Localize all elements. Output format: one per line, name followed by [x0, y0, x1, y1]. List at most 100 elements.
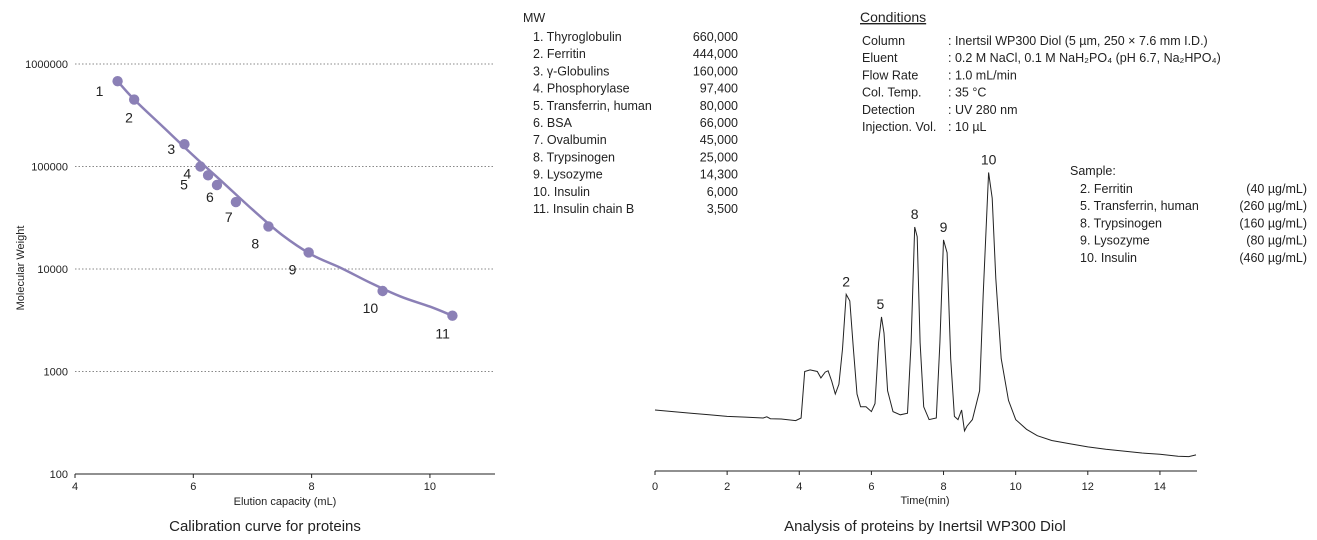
calibration-point [179, 139, 190, 150]
conditions-value: : Inertsil WP300 Diol (5 µm, 250 × 7.6 m… [948, 34, 1208, 48]
mw-table-value: 444,000 [693, 47, 738, 61]
calibration-point-label: 9 [289, 261, 297, 277]
conditions-value: : 35 °C [948, 86, 986, 100]
calibration-points [112, 75, 458, 321]
conditions-title: Conditions [860, 9, 926, 25]
chromatogram-x-ticks: 0 2 4 6 8 10 12 14 [652, 471, 1166, 493]
mw-table: MW 1. Thyroglobulin 660,000 2. Ferritin 444… [523, 11, 738, 216]
mw-table-protein: 3. γ-Globulins [533, 64, 609, 78]
calibration-x-tick-label: 8 [309, 481, 315, 493]
conditions-label: Eluent [862, 51, 898, 65]
calibration-point [263, 221, 274, 232]
chromatogram-x-tick-label: 10 [1010, 481, 1022, 493]
mw-table-protein: 7. Ovalbumin [533, 133, 607, 147]
conditions-value: : UV 280 nm [948, 103, 1017, 117]
calibration-point-label: 3 [167, 141, 175, 157]
conditions-value: : 0.2 M NaCl, 0.1 M NaH₂PO₄ (pH 6.7, Na₂… [948, 51, 1221, 65]
chromatogram-peak-labels: 2 5 8 9 10 [842, 151, 996, 311]
calibration-point [128, 94, 140, 105]
chromatogram-x-tick-label: 12 [1082, 481, 1094, 493]
calibration-point [303, 247, 314, 258]
calibration-point-label: 4 [183, 166, 191, 182]
mw-table-value: 45,000 [700, 133, 738, 147]
mw-table-protein: 11. Insulin chain B [533, 202, 634, 216]
mw-table-protein: 8. Trypsinogen [533, 150, 615, 164]
calibration-point-labels: 1 2 345 67 8 9 10 11 [96, 83, 451, 342]
chromatogram-x-tick-label: 2 [724, 481, 730, 493]
calibration-point-label: 10 [363, 300, 379, 316]
calibration-point [230, 196, 242, 208]
mw-table-header: MW [523, 11, 545, 25]
calibration-gridlines [75, 63, 495, 372]
chromatogram-peak-label: 8 [911, 206, 919, 222]
calibration-point-label: 6 [206, 189, 214, 205]
mw-table-value: 6,000 [707, 185, 738, 199]
calibration-point [202, 170, 214, 181]
sample-name: 9. Lysozyme [1080, 234, 1150, 248]
conditions-label: Column [862, 34, 905, 48]
calibration-point [377, 285, 388, 297]
chromatogram-x-tick-label: 0 [652, 481, 658, 493]
calibration-x-tick-label: 6 [190, 481, 196, 493]
conditions-value: : 10 µL [948, 120, 987, 134]
sample-name: 8. Trypsinogen [1080, 216, 1162, 230]
sample-name: 10. Insulin [1080, 251, 1137, 265]
chromatogram-x-tick-label: 8 [940, 481, 946, 493]
calibration-y-tick-label: 1000 [44, 367, 68, 379]
mw-table-value: 25,000 [700, 150, 738, 164]
calibration-y-label: Molecular Weight [15, 226, 27, 311]
chromatogram-x-tick-label: 4 [796, 481, 802, 493]
mw-table-protein: 5. Transferrin, human [533, 99, 652, 113]
chromatogram-x-tick-label: 14 [1154, 481, 1166, 493]
conditions-block: Conditions Column : Inertsil WP300 Diol (… [860, 9, 1221, 134]
chromatogram-peak-label: 5 [877, 296, 885, 312]
calibration-x-tick-label: 4 [72, 481, 78, 493]
calibration-y-tick-label: 10000 [37, 264, 68, 276]
calibration-y-tick-label: 1000000 [25, 59, 68, 71]
calibration-y-ticks: 100 1000 10000 100000 1000000 [25, 59, 68, 481]
calibration-point [211, 179, 223, 191]
sample-concentration: (260 µg/mL) [1239, 199, 1307, 213]
conditions-label: Flow Rate [862, 68, 918, 82]
mw-table-protein: 4. Phosphorylase [533, 82, 630, 96]
calibration-point [112, 75, 123, 87]
conditions-label: Detection [862, 103, 915, 117]
chromatogram-peak-label: 2 [842, 273, 850, 289]
sample-name: 5. Transferrin, human [1080, 199, 1199, 213]
calibration-x-ticks: 4 6 8 10 [72, 474, 436, 493]
mw-table-value: 3,500 [707, 202, 738, 216]
calibration-point-label: 11 [435, 326, 450, 342]
mw-table-protein: 2. Ferritin [533, 47, 586, 61]
calibration-caption: Calibration curve for proteins [169, 518, 361, 535]
chromatogram-chart: 0 2 4 6 8 10 12 14 2 5 8 9 10 Time(min) Analysis of… [652, 151, 1197, 535]
calibration-x-label: Elution capacity (mL) [234, 496, 337, 508]
chromatogram-peak-label: 9 [940, 219, 948, 235]
sample-title: Sample: [1070, 164, 1116, 178]
calibration-y-tick-label: 100 [50, 469, 68, 481]
calibration-point-label: 5 [180, 176, 188, 192]
mw-table-value: 80,000 [700, 99, 738, 113]
calibration-point-label: 7 [225, 209, 233, 225]
chromatogram-trace [654, 172, 1197, 458]
calibration-curve [116, 80, 453, 317]
conditions-label: Col. Temp. [862, 86, 922, 100]
conditions-value: : 1.0 mL/min [948, 68, 1017, 82]
mw-table-protein: 1. Thyroglobulin [533, 30, 622, 44]
calibration-point-label: 1 [96, 83, 104, 99]
mw-table-value: 14,300 [700, 168, 738, 182]
conditions-label: Injection. Vol. [862, 120, 936, 134]
sample-concentration: (160 µg/mL) [1239, 216, 1307, 230]
mw-table-protein: 9. Lysozyme [533, 168, 603, 182]
sample-concentration: (40 µg/mL) [1246, 182, 1307, 196]
sample-concentration: (80 µg/mL) [1246, 234, 1307, 248]
sample-block: Sample: 2. Ferritin (40 µg/mL) 5. Transfer… [1070, 164, 1307, 265]
mw-table-value: 66,000 [700, 116, 738, 130]
chromatogram-peak-label: 10 [981, 151, 997, 167]
mw-table-protein: 6. BSA [533, 116, 573, 130]
calibration-point [195, 161, 206, 172]
calibration-y-tick-label: 100000 [31, 162, 68, 174]
chromatogram-x-tick-label: 6 [868, 481, 874, 493]
mw-table-value: 660,000 [693, 30, 738, 44]
